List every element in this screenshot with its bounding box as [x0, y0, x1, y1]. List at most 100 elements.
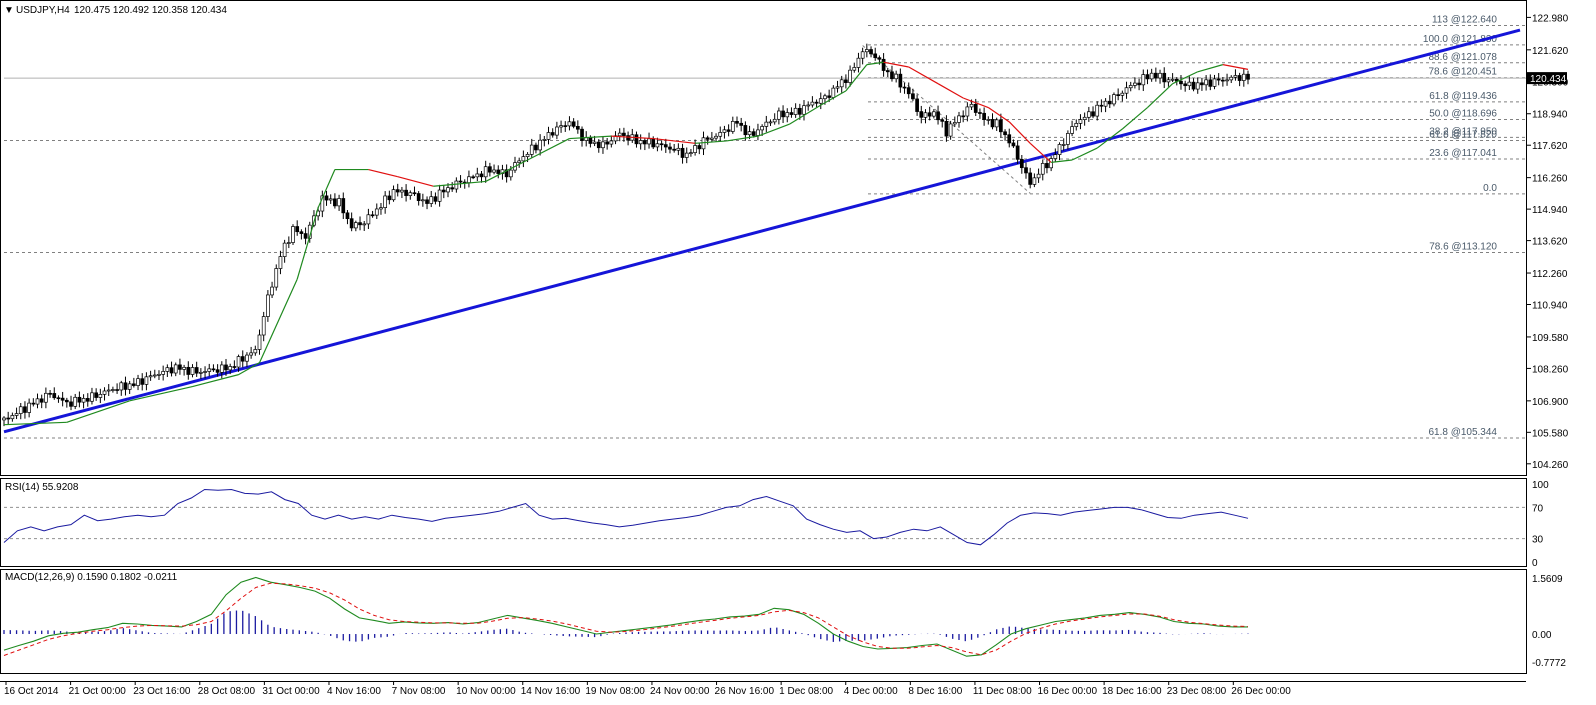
candle-body: [366, 214, 371, 225]
candle-body: [341, 198, 346, 214]
candle-body: [119, 382, 124, 391]
rsi-label: RSI(14) 55.9208: [5, 482, 79, 493]
x-axis-label: 16 Dec 00:00: [1038, 686, 1098, 697]
candle-body: [1208, 79, 1213, 87]
candle-body: [64, 399, 69, 403]
candle-body: [1149, 72, 1154, 80]
candle-body: [173, 364, 178, 374]
fib-level-label: 38.2 @117.950: [1429, 126, 1497, 137]
candle-body: [94, 392, 98, 398]
candle-body: [1003, 131, 1007, 136]
candle-body: [978, 112, 982, 114]
candle-body: [793, 107, 798, 115]
candle-body: [1015, 145, 1020, 160]
candle-body: [622, 132, 626, 136]
collapse-arrow-icon[interactable]: ▼: [4, 5, 14, 16]
candle-body: [743, 125, 748, 136]
macd-signal-line: [3, 582, 1249, 656]
moving-average-segment: [820, 90, 847, 106]
candle-body: [421, 199, 425, 202]
candle-body: [877, 57, 882, 60]
candle-body: [106, 389, 111, 392]
candle-body: [446, 187, 450, 193]
moving-average-segment: [433, 180, 486, 187]
candle-body: [1049, 158, 1053, 169]
moving-average-segment: [866, 61, 884, 66]
candle-body: [240, 356, 245, 362]
price-axis-label: 109.580: [1532, 333, 1569, 344]
fib-level-label: 78.6 @120.451: [1428, 67, 1497, 78]
candle-body: [730, 121, 735, 132]
candle-body: [768, 121, 773, 124]
moving-average-segment: [192, 374, 239, 388]
candle-body: [1036, 173, 1041, 179]
candle-body: [10, 415, 15, 420]
candle-body: [186, 366, 191, 375]
candle-body: [48, 392, 52, 395]
moving-average-segment: [317, 169, 336, 208]
current-price-box: [1527, 72, 1567, 85]
macd-axis-label: -0.7772: [1532, 658, 1566, 669]
candle-body: [1045, 163, 1049, 169]
candle-body: [756, 129, 760, 136]
candle-body: [550, 132, 555, 136]
moving-average-segment: [883, 61, 909, 68]
candle-body: [797, 107, 802, 115]
candle-body: [295, 226, 300, 233]
candle-body: [940, 119, 945, 122]
candle-body: [1183, 83, 1188, 87]
candle-body: [617, 132, 622, 137]
candle-body: [802, 105, 806, 115]
moving-average-segment: [1197, 64, 1224, 73]
price-panel-frame: [0, 0, 1527, 476]
moving-average-segment: [1096, 128, 1123, 149]
candle-body: [219, 364, 224, 373]
moving-average-segment: [757, 123, 790, 137]
candle-body: [839, 79, 844, 88]
fib-level-label: 61.8 @119.436: [1429, 91, 1497, 102]
candle-body: [705, 137, 710, 140]
candle-body: [718, 132, 723, 137]
x-axis-label: 4 Nov 16:00: [327, 686, 381, 697]
x-axis-label: 4 Dec 00:00: [844, 686, 898, 697]
macd-label: MACD(12,26,9) 0.1590 0.1802 -0.0211: [5, 572, 178, 583]
candle-body: [152, 374, 157, 377]
x-axis-label: 28 Oct 08:00: [198, 686, 256, 697]
candle-body: [751, 131, 756, 136]
x-axis-label: 19 Nov 08:00: [585, 686, 645, 697]
candle-body: [580, 128, 584, 141]
candle-body: [211, 368, 216, 371]
price-axis-label: 113.620: [1532, 237, 1568, 248]
candle-body: [999, 119, 1003, 133]
candle-body: [588, 136, 593, 144]
candle-body: [1170, 78, 1175, 81]
candle-body: [136, 378, 140, 386]
macd-axis-label: 0.00: [1532, 630, 1552, 641]
price-axis-label: 110.940: [1532, 301, 1568, 312]
candle-body: [433, 196, 438, 202]
moving-average-segment: [3, 421, 67, 426]
candle-body: [1011, 142, 1016, 147]
candle-body: [559, 125, 563, 128]
candle-body: [131, 383, 136, 386]
candle-body: [18, 406, 23, 414]
candle-body: [969, 103, 974, 108]
candle-body: [1158, 72, 1162, 79]
candle-body: [379, 207, 383, 210]
moving-average-segment: [258, 278, 298, 363]
moving-average-segment: [238, 362, 260, 376]
candle-body: [668, 146, 672, 150]
candle-body: [249, 352, 253, 356]
candle-body: [387, 195, 392, 201]
candle-body: [517, 160, 522, 163]
candle-body: [1204, 79, 1208, 86]
moving-average-segment: [611, 135, 654, 140]
candle-body: [81, 398, 86, 403]
fib-level-label: 88.6 @121.078: [1428, 52, 1497, 63]
fib-level-label: 61.8 @117.820: [1429, 129, 1497, 140]
moving-average-segment: [527, 138, 570, 161]
moving-average-segment: [937, 83, 964, 99]
candle-body: [575, 125, 580, 130]
candle-body: [710, 137, 714, 140]
